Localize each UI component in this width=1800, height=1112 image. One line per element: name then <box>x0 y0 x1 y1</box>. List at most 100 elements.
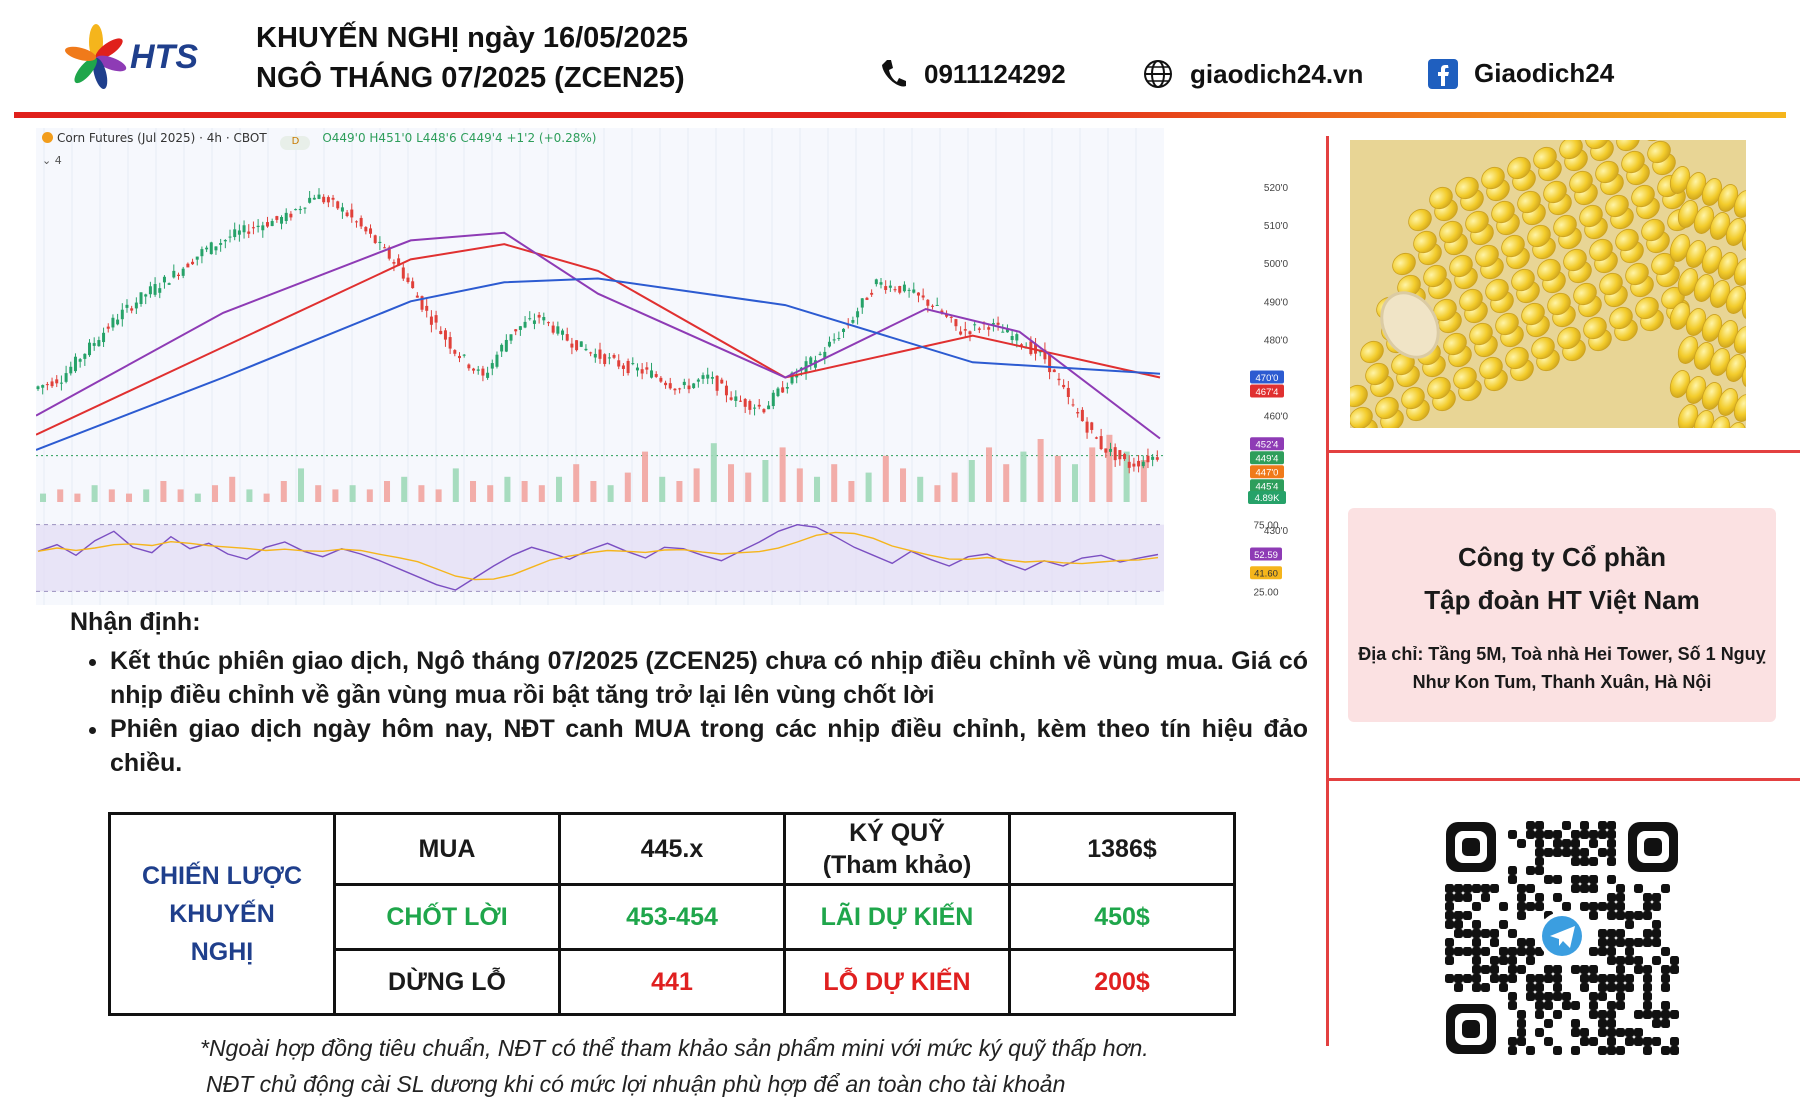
svg-text:467'4: 467'4 <box>1256 387 1279 398</box>
candle-body <box>181 268 185 276</box>
volume-bar <box>246 489 253 502</box>
website-contact[interactable]: giaodich24.vn <box>1142 58 1363 90</box>
candle-body <box>579 341 583 347</box>
volume-bar <box>590 481 597 502</box>
candle-body <box>884 286 888 291</box>
price-tick-label: 480'0 <box>1264 335 1289 346</box>
telegram-qr-code[interactable] <box>1442 818 1682 1058</box>
candle-body <box>551 325 555 333</box>
chart-legend: Corn Futures (Jul 2025) · 4h · CBOT D O4… <box>42 131 596 167</box>
volume-bar <box>366 489 373 502</box>
candle-body <box>1118 450 1122 460</box>
volume-bar <box>143 489 150 502</box>
buy-value: 445.x <box>558 812 786 886</box>
candle-body <box>617 360 621 367</box>
analysis-bullet: Kết thúc phiên giao dịch, Ngô tháng 07/2… <box>110 644 1308 712</box>
candle-body <box>1127 461 1131 468</box>
candle-body <box>696 379 700 382</box>
candle-body <box>364 227 368 232</box>
candle-body <box>284 212 288 222</box>
candle-body <box>912 289 916 293</box>
candle-body <box>776 388 780 397</box>
expected-profit-value: 450$ <box>1008 883 1236 951</box>
candle-body <box>968 331 972 335</box>
volume-bar <box>504 476 511 502</box>
candle-body <box>1020 344 1023 346</box>
candle-body <box>270 221 274 227</box>
candle-body <box>448 337 452 349</box>
facebook-contact[interactable]: Giaodich24 <box>1428 58 1614 89</box>
svg-text:52.59: 52.59 <box>1254 550 1278 561</box>
volume-bar <box>1140 460 1147 502</box>
volume-bar <box>968 460 975 502</box>
candle-body <box>191 261 195 265</box>
facebook-icon <box>1428 58 1458 89</box>
website-link[interactable]: giaodich24.vn <box>1190 58 1364 89</box>
svg-text:452'4: 452'4 <box>1256 440 1279 451</box>
candle-body <box>298 208 302 211</box>
price-chart[interactable]: 520'0 510'0 500'0 490'0 480'0 460'0 430'0 470'0… <box>36 128 1316 605</box>
volume-bar <box>349 485 356 502</box>
candle-body <box>874 279 878 285</box>
volume-bar <box>676 481 683 502</box>
legend-toggle[interactable]: ⌄ 4 <box>42 154 62 167</box>
candle-body <box>125 304 129 308</box>
candle-body <box>935 304 939 306</box>
candle-body <box>1062 384 1066 388</box>
candle-body <box>678 388 682 390</box>
candle-body <box>369 228 373 234</box>
volume-bar <box>762 460 769 502</box>
candle-body <box>41 385 45 388</box>
volume-bar <box>229 476 236 502</box>
interval-badge[interactable]: D <box>280 136 311 150</box>
phone-contact[interactable]: 0911124292 <box>880 58 1066 90</box>
volume-bar <box>315 485 322 502</box>
candle-body <box>148 286 152 295</box>
rsi-tick-label: 25.00 <box>1253 587 1278 598</box>
expected-loss-label: LỖ DỰ KIẾN <box>783 948 1011 1016</box>
candle-body <box>247 231 251 234</box>
analysis-bullet: Phiên giao dịch ngày hôm nay, NĐT canh M… <box>110 712 1308 780</box>
candle-body <box>411 281 415 289</box>
volume-bar <box>1072 464 1079 502</box>
candle-body <box>706 374 710 379</box>
volume-bar <box>194 493 201 502</box>
candle-body <box>556 326 560 334</box>
candle-body <box>598 349 602 359</box>
candle-body <box>603 354 607 365</box>
report-subtitle: NGÔ THÁNG 07/2025 (ZCEN25) <box>256 62 685 94</box>
candle-body <box>612 355 616 358</box>
candle-body <box>214 246 218 251</box>
candle-body <box>265 222 269 227</box>
candle-body <box>650 370 654 378</box>
candle-body <box>256 225 260 228</box>
candle-body <box>45 384 49 386</box>
candle-body <box>308 197 312 203</box>
volume-bar <box>1003 464 1010 502</box>
volume-bar <box>556 476 563 502</box>
candle-body <box>748 400 752 410</box>
facebook-page[interactable]: Giaodich24 <box>1474 58 1615 88</box>
candle-body <box>926 299 930 306</box>
candle-body <box>219 243 223 245</box>
candle-body <box>514 329 518 332</box>
candle-body <box>963 329 967 331</box>
candle-body <box>383 247 387 249</box>
candle-body <box>415 295 419 298</box>
candle-body <box>570 343 574 348</box>
volume-bar <box>384 481 391 502</box>
moving-average-line <box>36 277 1161 451</box>
candle-body <box>36 386 40 390</box>
candle-body <box>1038 351 1042 353</box>
company-card: Công ty Cổ phần Tập đoàn HT Việt Nam Địa… <box>1348 508 1776 722</box>
volume-bar <box>951 472 958 502</box>
candle-body <box>1151 456 1155 460</box>
candle-body <box>687 385 691 390</box>
candle-body <box>565 334 569 341</box>
candle-body <box>359 217 363 227</box>
price-label: 467'4 <box>1250 384 1284 398</box>
candle-body <box>720 379 724 384</box>
candle-body <box>251 227 255 229</box>
candle-body <box>959 331 963 335</box>
candle-body <box>795 374 799 378</box>
